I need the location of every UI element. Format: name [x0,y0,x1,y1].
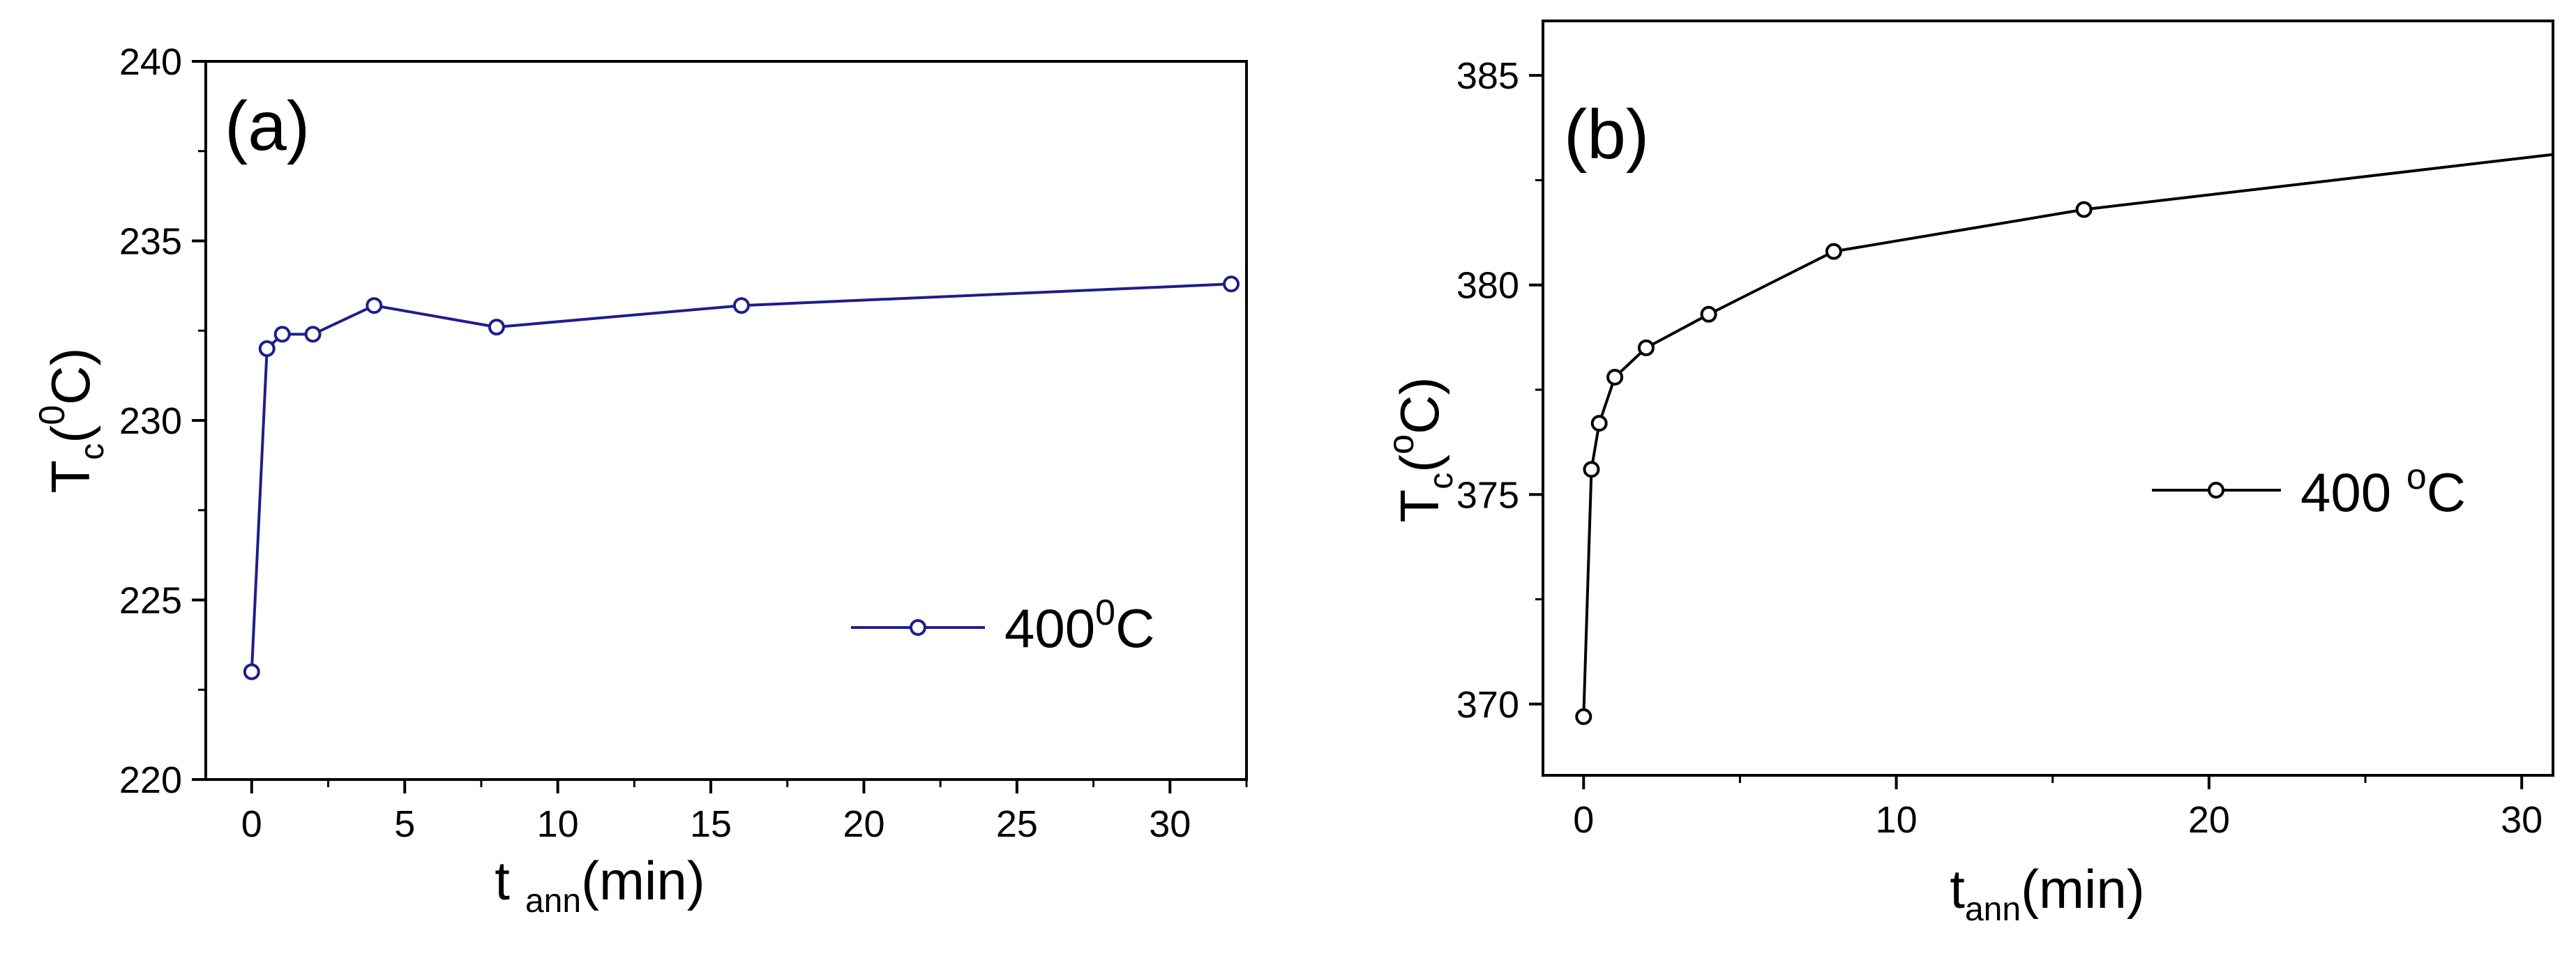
panel-b-x-tick-label: 10 [1876,799,1918,841]
panel-b-x-axis-label: tann(min) [1950,858,2144,928]
panel-a-legend-name: 400 [1004,598,1095,659]
panel-b-y-tick-label: 385 [1456,55,1519,97]
panel-b-data-point [1825,243,1842,260]
panel-a-x-tick-label: 10 [537,803,579,845]
panel-b-marks [1575,153,2553,725]
panel-b-xlabel-rest: (min) [2021,858,2145,920]
panel-a-xlabel-main: t [495,850,510,911]
panel-a-data-point [488,319,505,336]
panel-a-x-tick-label: 5 [394,803,415,845]
panel-a-data-point [273,326,291,343]
panel-a-y-tick-label: 220 [119,759,182,801]
panel-a-ticks: 0 5 10 15 20 25 30 220 225 230 235 240 [119,41,1248,845]
panel-b-ylabel-main: T [1389,489,1450,523]
panel-a-label: (a) [225,87,310,165]
panel-a-legend: 4000C [851,593,1154,659]
panel-b-y-tick-label: 370 [1456,684,1519,726]
panel-a-marks [243,275,1240,681]
panel-a-data-point [304,326,322,343]
panel-a-legend-text: 4000C [1004,593,1154,659]
panel-a-data-point [258,340,276,357]
panel-a-ylabel-sub: c [74,443,111,460]
panel-b-legend-sup: o [2406,457,2427,497]
panel-a-x-tick-label: 25 [996,803,1038,845]
panel-b-legend-name: 400 [2300,462,2406,523]
panel-b-xlabel-sub: ann [1965,891,2021,928]
panel-a-y-axis-label: Tc(0C) [32,348,111,494]
panel-a-legend-sup: 0 [1095,593,1115,633]
panel-b-data-point [2075,201,2093,218]
panel-b-xlabel-main: t [1950,858,1965,920]
panel-a-legend-marker [910,619,926,636]
panel-b-ylabel-sup: o [1381,434,1422,455]
panel-b-x-tick-label: 0 [1573,799,1594,841]
panel-b-y-tick-label: 380 [1456,265,1519,307]
panel-b-plot-frame [1542,20,2554,777]
panel-b-data-point [1590,415,1608,432]
panel-a-xlabel-rest: (min) [581,850,705,911]
panel-a-x-axis-label: t ann(min) [495,850,705,920]
panel-a-x-tick-label: 0 [241,803,262,845]
panel-b-legend: 400 oC [2152,457,2466,523]
panel-b-data-point [1637,339,1655,356]
panel-b-legend-text: 400 oC [2300,457,2466,523]
panel-a-y-tick-label: 225 [119,580,182,622]
panel-a-y-tick-label: 235 [119,221,182,263]
panel-b-data-point [1575,708,1592,725]
panel-b-legend-tail: C [2427,462,2466,523]
panel-a-ylabel-main: T [40,460,101,494]
panel-b-ylabel-tail: C) [1389,377,1450,434]
panel-b-ticks: 0 10 20 30 370 375 380 385 [1456,55,2543,841]
panel-a-x-tick-label: 30 [1149,803,1191,845]
panel-a-y-tick-label: 240 [119,41,182,83]
panel-b-ylabel-rest: ( [1389,455,1450,473]
panel-b-ylabel-sub: c [1423,473,1460,489]
panel-b-legend-marker [2208,482,2224,499]
panel-b-data-point [1583,461,1600,478]
panel-a-data-point [243,663,260,681]
panel-a-ylabel-tail: C) [40,348,101,405]
panel-a-y-tick-label: 230 [119,400,182,442]
panel-b-x-tick-label: 30 [2501,799,2543,841]
panel-a-x-tick-label: 20 [843,803,884,845]
panel-a-xlabel-sub: ann [525,883,581,920]
panel-b-label: (b) [1564,96,1649,174]
panel-a-data-point [366,297,383,314]
panel-a-data-point [732,297,750,314]
panel-a-ylabel-rest: ( [40,425,101,443]
panel-b-data-point [1606,368,1624,386]
panel-a-ylabel-sup: 0 [32,405,73,425]
panel-a-x-tick-label: 15 [690,803,732,845]
panel-a-legend-tail: C [1115,598,1154,659]
panel-b-y-tick-label: 375 [1456,474,1519,516]
panel-b-data-point [1700,305,1717,323]
panel-b-x-tick-label: 20 [2188,799,2230,841]
panel-a-data-point [1223,275,1240,293]
panel-b-y-axis-label: Tc(oC) [1381,377,1460,523]
